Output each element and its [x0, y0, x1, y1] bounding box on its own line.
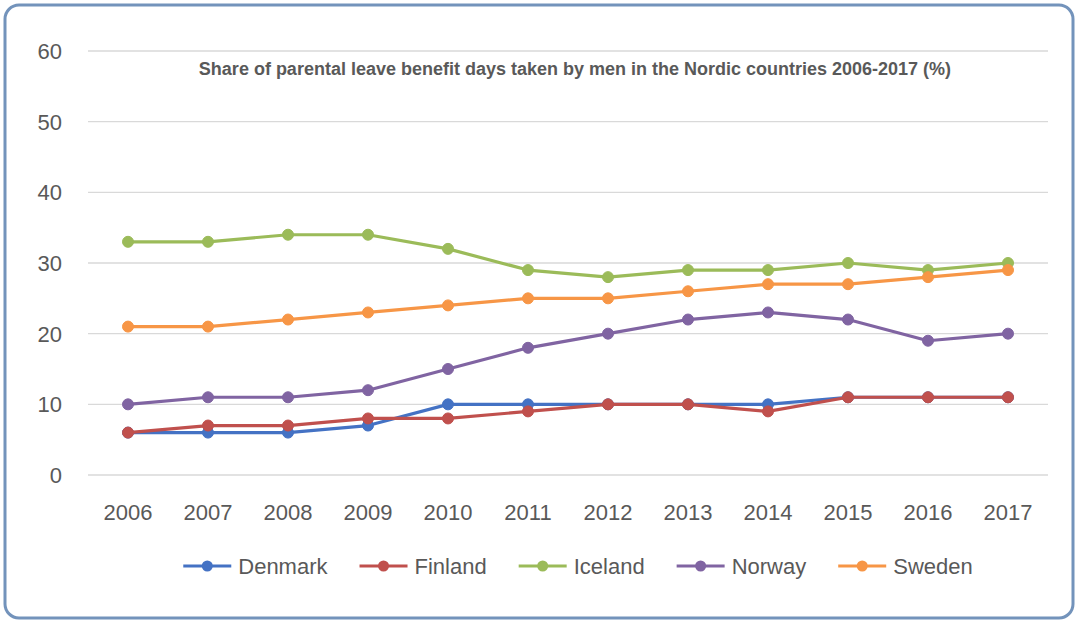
series-marker	[443, 413, 454, 424]
series-marker	[363, 413, 374, 424]
series-marker	[843, 392, 854, 403]
y-tick-label: 30	[38, 251, 62, 276]
series-marker	[603, 328, 614, 339]
x-tick-label: 2009	[344, 500, 393, 525]
series-line	[128, 270, 1008, 327]
legend-marker	[202, 561, 213, 572]
series-marker	[1003, 392, 1014, 403]
y-tick-label: 40	[38, 180, 62, 205]
series-marker	[923, 392, 934, 403]
series-marker	[843, 392, 854, 403]
grid-line	[88, 121, 1048, 122]
series-marker	[763, 307, 774, 318]
x-tick-label: 2007	[184, 500, 233, 525]
series-marker	[123, 427, 134, 438]
legend-label: Finland	[415, 554, 487, 579]
series-marker	[523, 406, 534, 417]
series-line	[128, 397, 1008, 432]
legend-marker	[378, 561, 389, 572]
y-tick-label: 50	[38, 110, 62, 135]
series-marker	[683, 314, 694, 325]
series-marker	[1003, 265, 1014, 276]
series-marker	[523, 293, 534, 304]
title-line: Share of parental leave benefit days tak…	[199, 59, 951, 79]
series-marker	[603, 399, 614, 410]
series-marker	[283, 392, 294, 403]
series-marker	[203, 392, 214, 403]
series-marker	[123, 399, 134, 410]
x-tick-label: 2014	[744, 500, 793, 525]
series-marker	[363, 385, 374, 396]
series-marker	[763, 265, 774, 276]
grid	[88, 51, 1048, 475]
y-tick-label: 20	[38, 322, 62, 347]
series-marker	[203, 321, 214, 332]
chart: 0 10 20 30 40 50 60 2006 2007 2008 2009 2010 2011 201…	[0, 0, 1079, 624]
series-marker	[283, 420, 294, 431]
series-marker	[123, 321, 134, 332]
series-marker	[603, 399, 614, 410]
series-marker	[363, 307, 374, 318]
series-marker	[283, 229, 294, 240]
series-marker	[683, 399, 694, 410]
series-marker	[683, 265, 694, 276]
series-marker	[843, 258, 854, 269]
series-marker	[763, 406, 774, 417]
y-tick-label: 60	[38, 39, 62, 64]
series-marker	[923, 335, 934, 346]
series-marker	[123, 236, 134, 247]
grid-line	[88, 262, 1048, 263]
grid-line	[88, 192, 1048, 193]
series-marker	[123, 427, 134, 438]
legend-marker	[857, 561, 868, 572]
series-marker	[443, 364, 454, 375]
legend-label: Denmark	[238, 554, 328, 579]
legend-marker	[537, 561, 548, 572]
series-marker	[763, 279, 774, 290]
legend-label: Sweden	[893, 554, 973, 579]
y-tick-label: 0	[50, 463, 62, 488]
series-marker	[603, 293, 614, 304]
x-tick-label: 2013	[664, 500, 713, 525]
legend-label: Norway	[732, 554, 807, 579]
series-marker	[683, 286, 694, 297]
series-marker	[523, 342, 534, 353]
series-marker	[1003, 328, 1014, 339]
chart-frame	[5, 5, 1073, 618]
series-marker	[923, 392, 934, 403]
series-marker	[203, 236, 214, 247]
x-tick-label: 2010	[424, 500, 473, 525]
series-marker	[923, 272, 934, 283]
y-tick-label: 10	[38, 392, 62, 417]
x-tick-label: 2006	[104, 500, 153, 525]
series-marker	[363, 229, 374, 240]
series-marker	[283, 314, 294, 325]
series-line	[128, 312, 1008, 404]
x-tick-label: 2011	[504, 500, 551, 525]
grid-line	[88, 474, 1048, 475]
series-marker	[843, 279, 854, 290]
legend: Denmark Finland Iceland Norway Sweden	[183, 554, 972, 579]
legend-label: Iceland	[574, 554, 645, 579]
legend-marker	[695, 561, 706, 572]
grid-line	[88, 50, 1048, 51]
series-line	[128, 397, 1008, 432]
x-tick-label: 2015	[824, 500, 873, 525]
x-tick-label: 2016	[904, 500, 953, 525]
x-tick-label: 2017	[984, 500, 1033, 525]
series-marker	[683, 399, 694, 410]
series-marker	[203, 420, 214, 431]
series-marker	[523, 265, 534, 276]
x-tick-label: 2008	[264, 500, 313, 525]
series-line	[128, 235, 1008, 277]
chart-title: Share of parental leave benefit days tak…	[199, 59, 951, 79]
series-marker	[443, 399, 454, 410]
x-tick-label: 2012	[584, 500, 633, 525]
series-group	[123, 229, 1014, 438]
series-marker	[843, 314, 854, 325]
series-marker	[603, 272, 614, 283]
series-marker	[443, 300, 454, 311]
series-marker	[443, 243, 454, 254]
series-marker	[1003, 392, 1014, 403]
